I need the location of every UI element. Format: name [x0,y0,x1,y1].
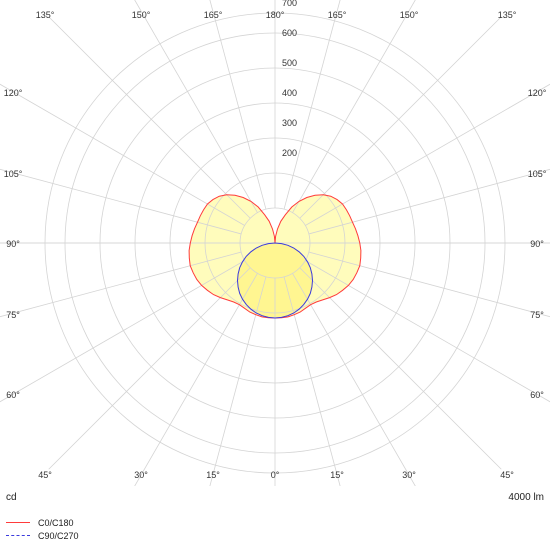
legend-item-c90-c270: C90/C270 [6,529,79,542]
radial-tick-label: 400 [282,88,297,98]
legend-label-c0-c180: C0/C180 [38,517,74,528]
angle-tick-label: 150° [132,10,151,20]
grid-spoke [48,16,251,219]
angle-tick-label: 165° [204,10,223,20]
curve-line-c90-c270 [236,242,314,319]
grid-spoke [292,273,416,486]
legend-label-c90-c270: C90/C270 [38,530,79,541]
angle-tick-label: 90° [6,239,20,249]
angle-tick-label: 45° [500,470,514,480]
angle-tick-label: 60° [6,390,20,400]
angle-tick-label: 90° [530,239,544,249]
grid-spoke [299,267,502,470]
luminous-flux-label: 4000 lm [508,492,544,503]
grid-spoke [0,251,242,318]
intensity-unit-label: cd [6,492,17,503]
axis-labels: 200 300 400 500 600 700 0° 15° 15° 30° 30° 45° 45° 60… [4,0,547,480]
grid-spoke [283,276,341,486]
radial-tick-label: 500 [282,58,297,68]
grid-spoke [0,168,242,235]
chart-legend: C0/C180 C90/C270 [6,516,79,542]
radial-tick-label: 300 [282,118,297,128]
grid-spoke [209,276,267,486]
grid-spoke [48,267,251,470]
grid-spoke [308,251,550,318]
angle-tick-label: 105° [4,169,23,179]
angle-tick-label: 120° [528,88,547,98]
angle-tick-label: 0° [271,470,280,480]
grid-spoke [283,0,341,210]
angle-tick-label: 30° [134,470,148,480]
angle-tick-label: 45° [38,470,52,480]
angle-tick-label: 135° [498,10,517,20]
polar-grid [0,0,550,486]
radial-tick-label: 200 [282,148,297,158]
grid-spoke [308,168,550,235]
grid-spoke [209,0,267,210]
grid-spoke [0,83,245,226]
legend-swatch-c90-c270 [6,535,30,536]
grid-spoke [134,273,258,486]
grid-spoke [305,260,550,403]
angle-tick-label: 120° [4,88,23,98]
angle-tick-label: 75° [6,310,20,320]
grid-spoke [0,260,245,403]
radial-tick-label: 700 [282,0,297,8]
legend-item-c0-c180: C0/C180 [6,516,79,529]
angle-tick-label: 105° [528,169,547,179]
angle-tick-label: 165° [328,10,347,20]
radial-tick-label: 600 [282,28,297,38]
angle-tick-label: 30° [402,470,416,480]
angle-tick-label: 135° [36,10,55,20]
intensity-curves [188,194,362,319]
grid-spoke [292,0,416,213]
angle-tick-label: 180° [266,10,285,20]
grid-spoke [305,83,550,226]
grid-spoke [134,0,258,213]
angle-tick-label: 60° [530,390,544,400]
angle-tick-label: 75° [530,310,544,320]
grid-spoke [299,16,502,219]
polar-intensity-chart: 200 300 400 500 600 700 0° 15° 15° 30° 30° 45° 45° 60… [0,0,550,486]
angle-tick-label: 15° [330,470,344,480]
legend-swatch-c0-c180 [6,522,30,523]
angle-tick-label: 150° [400,10,419,20]
angle-tick-label: 15° [206,470,220,480]
